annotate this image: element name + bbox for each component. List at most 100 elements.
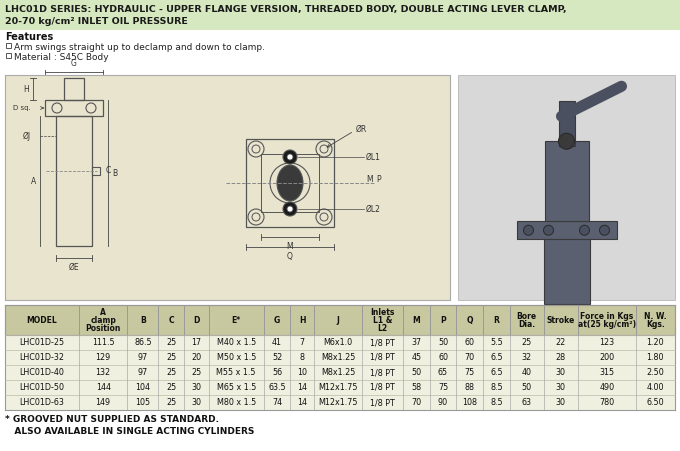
Text: 4.00: 4.00 [647,383,664,392]
Bar [558,101,575,146]
Bar [5,335,675,350]
Text: 20-70 kg/cm² INLET OIL PRESSURE: 20-70 kg/cm² INLET OIL PRESSURE [5,17,188,26]
Text: 8.5: 8.5 [490,398,503,407]
Text: LHC01D-50: LHC01D-50 [20,383,65,392]
Text: 1/8 PT: 1/8 PT [370,338,395,347]
Text: 28: 28 [556,353,566,362]
Text: 25: 25 [166,353,176,362]
Text: 25: 25 [166,383,176,392]
Bar [64,78,84,100]
Text: 40: 40 [522,368,532,377]
Bar [5,395,675,410]
Text: 6.50: 6.50 [647,398,664,407]
Text: 65: 65 [438,368,448,377]
Text: P: P [440,316,446,325]
Text: 8.5: 8.5 [490,383,503,392]
Text: D sq.: D sq. [13,105,31,111]
Text: ALSO AVAILABLE IN SINGLE ACTING CYLINDERS: ALSO AVAILABLE IN SINGLE ACTING CYLINDER… [5,427,254,436]
Bar [0,0,680,30]
Circle shape [283,150,297,164]
Text: 6.5: 6.5 [490,368,503,377]
Text: 490: 490 [599,383,614,392]
Text: Position: Position [86,324,121,333]
Circle shape [287,206,293,212]
Bar [261,154,319,212]
Text: 149: 149 [96,398,111,407]
Circle shape [287,154,293,160]
Text: 315: 315 [599,368,614,377]
Text: Stroke: Stroke [547,316,575,325]
Text: J: J [337,316,339,325]
Text: MODEL: MODEL [27,316,57,325]
Text: E*: E* [232,316,241,325]
Text: ØL2: ØL2 [366,204,381,213]
Text: 41: 41 [272,338,282,347]
Text: Q: Q [287,252,293,261]
Bar [6,53,11,58]
Text: 8: 8 [300,353,305,362]
Text: 1/8 PT: 1/8 PT [370,353,395,362]
Text: 52: 52 [272,353,282,362]
Text: clamp: clamp [90,316,116,325]
Text: A: A [31,176,36,185]
Text: 17: 17 [191,338,201,347]
Text: 1.20: 1.20 [647,338,664,347]
Bar [246,139,334,227]
Text: 50: 50 [438,338,448,347]
Text: 1/8 PT: 1/8 PT [370,383,395,392]
Text: 200: 200 [599,353,614,362]
Text: LHC01D-32: LHC01D-32 [20,353,65,362]
Text: Material : S45C Body: Material : S45C Body [14,53,109,62]
Text: 25: 25 [166,398,176,407]
Text: 58: 58 [411,383,422,392]
Text: at(25 kg/cm²): at(25 kg/cm²) [578,320,636,329]
Text: C: C [106,166,112,175]
Text: Kgs.: Kgs. [646,320,665,329]
Text: 144: 144 [96,383,111,392]
Text: 14: 14 [297,383,307,392]
Text: Q: Q [466,316,473,325]
Text: Dia.: Dia. [518,320,535,329]
Text: Force in Kgs: Force in Kgs [580,312,634,321]
Circle shape [283,202,297,216]
Text: Inlets: Inlets [371,308,395,317]
Text: B: B [140,316,146,325]
Text: 97: 97 [138,368,148,377]
Text: 70: 70 [464,353,475,362]
Circle shape [579,225,590,235]
Text: 60: 60 [438,353,448,362]
Text: H: H [23,84,29,93]
Circle shape [600,225,609,235]
Bar [5,75,450,300]
Text: 63: 63 [522,398,532,407]
Text: 20: 20 [191,353,201,362]
Bar [56,116,92,246]
Bar [517,221,617,239]
Text: 60: 60 [464,338,475,347]
Text: 32: 32 [522,353,532,362]
Text: B: B [112,169,117,178]
Text: 1.80: 1.80 [647,353,664,362]
Text: LHC01D SERIES: HYDRAULIC - UPPER FLANGE VERSION, THREADED BODY, DOUBLE ACTING LE: LHC01D SERIES: HYDRAULIC - UPPER FLANGE … [5,5,566,14]
Text: 14: 14 [297,398,307,407]
Text: 108: 108 [462,398,477,407]
Text: 30: 30 [191,383,201,392]
Text: C: C [168,316,174,325]
Text: 86.5: 86.5 [134,338,152,347]
Text: 2.50: 2.50 [647,368,664,377]
Text: ØL1: ØL1 [366,152,381,161]
Circle shape [524,225,534,235]
Text: M: M [287,242,293,251]
Bar [543,239,590,304]
Text: 123: 123 [599,338,614,347]
Bar [545,141,588,221]
Text: 63.5: 63.5 [268,383,286,392]
Text: 111.5: 111.5 [92,338,114,347]
Text: 30: 30 [556,368,566,377]
Text: 88: 88 [464,383,475,392]
Text: 75: 75 [438,383,448,392]
Text: 97: 97 [138,353,148,362]
Text: 1/8 PT: 1/8 PT [370,398,395,407]
Text: 56: 56 [272,368,282,377]
Text: 129: 129 [96,353,111,362]
